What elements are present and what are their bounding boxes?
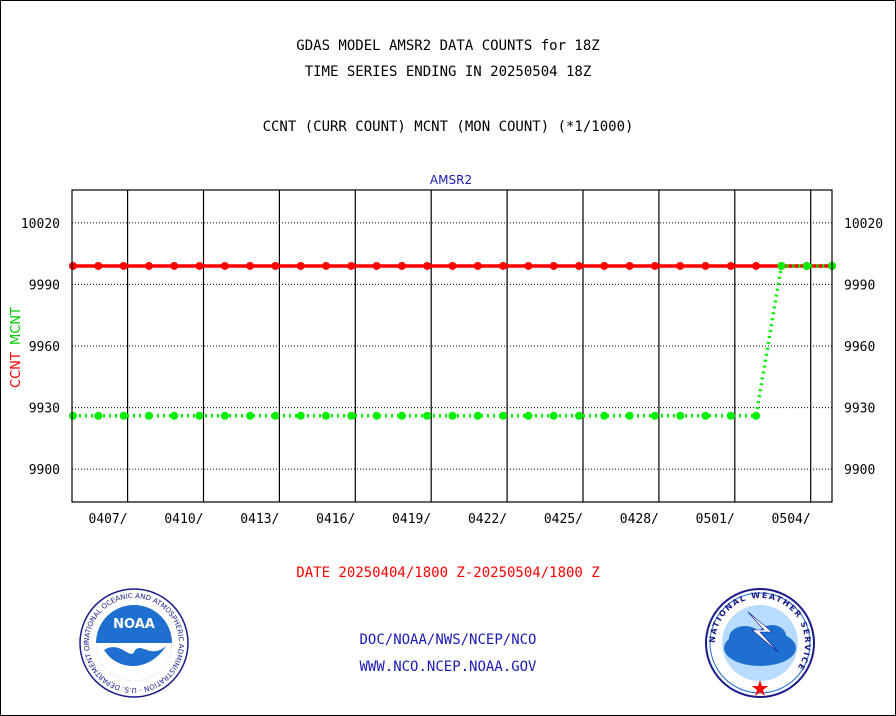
y-tick-layer: 9900 9900 9930 9930 9960 9960 9990 9990 10020 100… [21,217,883,478]
x-tick-label: 0504/ [772,512,811,527]
data-point-ccnt [726,261,735,270]
data-point-ccnt [220,261,229,270]
data-point-ccnt [144,261,153,270]
data-point-mcnt [549,411,558,420]
data-point-mcnt [195,411,204,420]
y-label-ccnt: CCNT [9,352,24,388]
data-point-mcnt [752,411,761,420]
data-point-mcnt [701,411,710,420]
chart-title-line2: TIME SERIES ENDING IN 20250504 18Z [304,64,592,80]
chart-subtitle: CCNT (CURR COUNT) MCNT (MON COUNT) (*1/1… [262,119,634,135]
chart-title-line1: GDAS MODEL AMSR2 DATA COUNTS for 18Z [296,38,600,54]
data-point-mcnt [322,411,330,420]
nws-logo: NATIONAL WEATHER SERVICE [705,588,815,698]
data-point-ccnt [423,261,432,270]
x-tick-label: 0416/ [316,512,355,527]
x-tick-label: 0413/ [240,512,279,527]
data-point-mcnt [144,411,153,420]
data-point-mcnt [625,411,634,420]
data-point-ccnt [499,261,508,270]
data-point-ccnt [296,261,305,270]
data-point-ccnt [347,261,356,270]
y-tick-label-left: 9990 [29,278,60,293]
data-point-mcnt [524,411,533,420]
y-tick-label-right: 9900 [844,463,875,478]
x-tick-label: 0425/ [544,512,583,527]
series-layer [69,261,836,420]
data-point-ccnt [549,261,558,270]
data-point-mcnt [575,411,583,420]
data-point-ccnt [94,261,103,270]
y-label-mcnt: MCNT [9,307,24,345]
data-point-ccnt [524,261,533,270]
y-tick-label-left: 9900 [29,463,60,478]
y-tick-label-right: 9960 [844,340,875,355]
data-point-mcnt [397,411,406,420]
data-point-mcnt [802,261,811,270]
data-point-mcnt [650,411,659,420]
data-point-ccnt [322,261,330,270]
data-point-ccnt [625,261,634,270]
data-point-mcnt [473,411,482,420]
y-tick-label-right: 9930 [844,402,875,417]
data-point-ccnt [650,261,659,270]
data-point-mcnt [246,411,255,420]
y-tick-label-right: 9990 [844,278,875,293]
data-point-ccnt [119,261,128,270]
plot-border [71,189,833,503]
date-range-label: DATE 20250404/1800 Z-20250504/1800 Z [296,565,600,581]
data-point-mcnt [499,411,508,420]
data-point-ccnt [701,261,710,270]
x-tick-label: 0407/ [88,512,127,527]
y-tick-label-left: 9930 [29,402,60,417]
data-point-mcnt [94,411,103,420]
grid-layer [72,190,832,502]
data-point-ccnt [271,261,280,270]
data-point-ccnt [397,261,406,270]
data-point-ccnt [170,261,179,270]
data-point-mcnt [296,411,305,420]
data-point-mcnt [676,411,685,420]
data-point-ccnt [676,261,685,270]
data-point-ccnt [600,261,609,270]
data-point-mcnt [220,411,229,420]
x-tick-layer: 0407/0410/0413/0416/0419/0422/0425/0428/… [88,512,810,527]
plot-title: AMSR2 [430,173,472,187]
data-point-ccnt [69,261,77,270]
data-point-ccnt [195,261,204,270]
y-tick-label-left: 9960 [29,340,60,355]
x-tick-label: 0428/ [620,512,659,527]
x-tick-label: 0410/ [164,512,203,527]
x-tick-label: 0422/ [468,512,507,527]
y-tick-label-right: 10020 [844,217,883,232]
data-point-mcnt [69,411,77,420]
data-point-mcnt [347,411,356,420]
website-link[interactable]: WWW.NCO.NCEP.NOAA.GOV [359,659,537,675]
y-tick-label-left: 10020 [21,217,60,232]
x-tick-label: 0419/ [392,512,431,527]
data-point-ccnt [246,261,255,270]
series-line-mcnt [73,264,832,418]
noaa-logo-text: NOAA [113,617,155,632]
x-tick-label: 0501/ [696,512,735,527]
data-point-mcnt [777,261,786,270]
data-point-ccnt [575,261,583,270]
data-point-mcnt [423,411,432,420]
data-point-mcnt [448,411,457,420]
data-point-mcnt [372,411,381,420]
data-point-mcnt [170,411,179,420]
data-point-mcnt [119,411,128,420]
data-point-ccnt [448,261,457,270]
data-point-mcnt [600,411,609,420]
org-path-text: DOC/NOAA/NWS/NCEP/NCO [359,632,537,648]
data-point-mcnt [726,411,735,420]
data-point-ccnt [372,261,381,270]
data-point-ccnt [473,261,482,270]
data-point-ccnt [752,261,761,270]
data-point-mcnt [271,411,280,420]
